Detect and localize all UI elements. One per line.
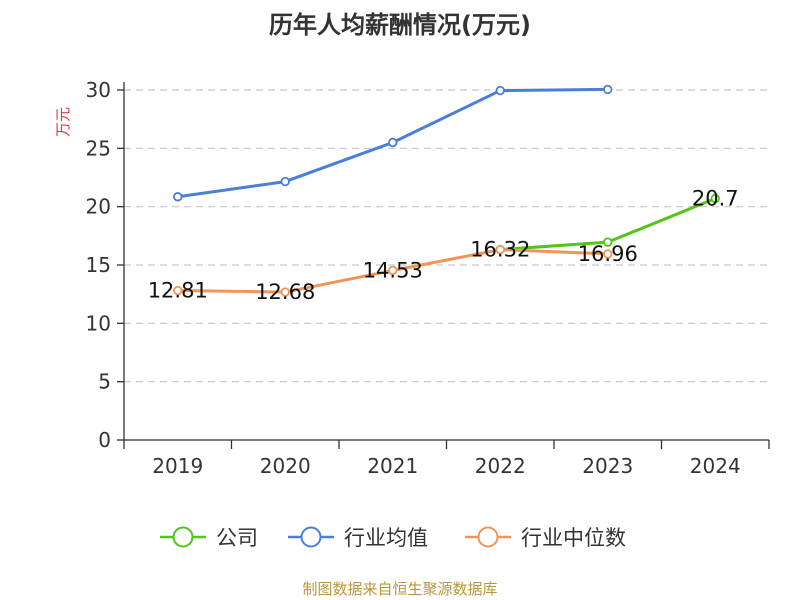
data-point-company[interactable]	[710, 193, 720, 204]
source-note: 制图数据来自恒生聚源数据库	[302, 580, 497, 598]
legend-marker	[172, 526, 194, 548]
chart-title: 历年人均薪酬情况(万元)	[269, 11, 531, 39]
data-labels: 20.7 12.81 12.68 14.53 16.32 16.96	[148, 187, 739, 305]
y-tick-label: 15	[86, 253, 111, 277]
legend-marker	[477, 526, 499, 548]
x-tick-label: 2023	[582, 454, 633, 478]
legend-marker	[300, 526, 322, 548]
x-tick-label: 2021	[367, 454, 418, 478]
data-label: 12.81	[148, 279, 208, 303]
x-tick-label: 2024	[690, 454, 741, 478]
data-point-industry-median[interactable]	[173, 285, 183, 296]
data-point-company[interactable]	[603, 237, 613, 247]
data-label: 12.68	[255, 280, 315, 304]
axes: 0 5 10 15 20 25 30 2019 2020 2021 2022 2023 2024	[86, 78, 770, 478]
data-label: 16.32	[470, 238, 530, 262]
series-lines	[173, 84, 720, 297]
data-point-industry-average[interactable]	[495, 85, 505, 96]
data-point-industry-average[interactable]	[280, 176, 290, 187]
data-point-industry-average[interactable]	[603, 84, 613, 95]
data-point-industry-median[interactable]	[495, 244, 505, 255]
legend-label: 行业均值	[344, 526, 428, 550]
legend-label: 公司	[216, 526, 258, 550]
legend-label: 行业中位数	[521, 526, 626, 550]
y-tick-label: 0	[98, 428, 111, 452]
y-tick-label: 5	[98, 370, 111, 394]
y-tick-label: 20	[86, 195, 111, 219]
y-tick-label: 10	[86, 311, 111, 335]
data-point-industry-average[interactable]	[173, 192, 183, 202]
data-label: 16.96	[578, 242, 638, 266]
x-tick-label: 2022	[475, 454, 526, 478]
y-axis-label: 万元	[54, 107, 72, 137]
x-tick-label: 2020	[260, 454, 311, 478]
data-point-industry-median[interactable]	[603, 249, 613, 259]
grid-lines	[124, 89, 769, 383]
data-label: 20.7	[692, 187, 739, 211]
data-point-industry-median[interactable]	[388, 265, 398, 276]
x-tick-label: 2019	[152, 454, 203, 478]
data-label: 14.53	[363, 258, 423, 282]
y-tick-label: 30	[86, 78, 111, 102]
y-tick-label: 25	[86, 136, 111, 160]
legend[interactable]: 公司 行业均值 行业中位数	[160, 526, 626, 550]
legend-item-industry-median[interactable]: 行业中位数	[465, 526, 626, 550]
legend-item-industry-average[interactable]: 行业均值	[288, 526, 428, 550]
legend-item-company[interactable]: 公司	[160, 526, 258, 550]
data-point-industry-average[interactable]	[388, 137, 398, 148]
data-point-industry-median[interactable]	[280, 287, 290, 297]
